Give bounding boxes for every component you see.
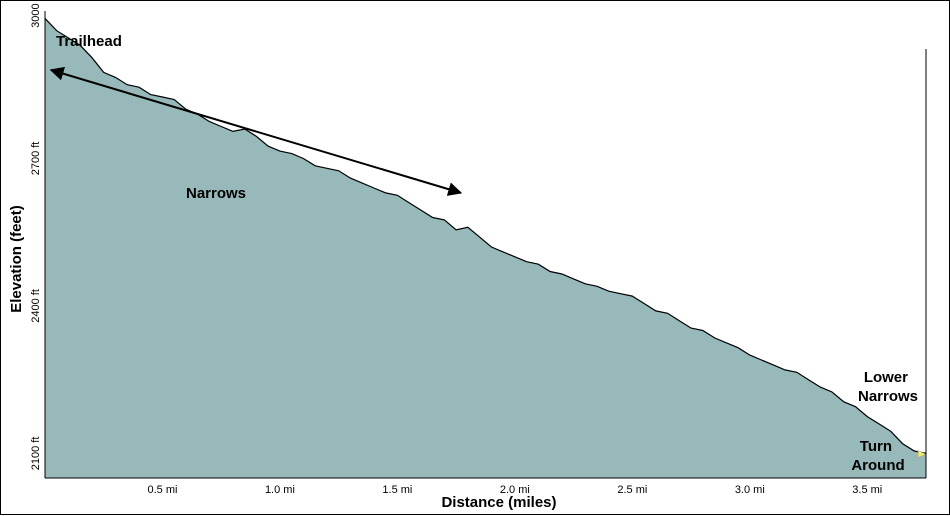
x-tick-label: 1.5 mi xyxy=(382,484,412,496)
x-tick-label: 1.0 mi xyxy=(265,484,295,496)
y-tick-label: 2400 ft xyxy=(30,289,42,323)
x-axis-title: Distance (miles) xyxy=(441,494,556,511)
y-axis-title: Elevation (feet) xyxy=(8,205,25,313)
axes: 0.5 mi 1.0 mi 1.5 mi 2.0 mi 2.5 mi 3.0 mi 3.5 … xyxy=(30,1,927,496)
turn-around-label: Turn Around xyxy=(851,438,904,474)
plot-area xyxy=(44,17,927,479)
narrows-arrow xyxy=(49,66,463,196)
narrows-label: Narrows xyxy=(186,185,246,202)
elevation-area xyxy=(45,18,926,479)
turn-around-line-1: Turn xyxy=(860,438,892,455)
turn-around-line-2: Around xyxy=(851,457,904,474)
y-tick-label: 2100 ft xyxy=(30,437,42,471)
x-tick-label: 0.5 mi xyxy=(147,484,177,496)
y-tick-label: 3000 ft xyxy=(30,1,42,28)
x-tick-label: 2.0 mi xyxy=(500,484,530,496)
lower-narrows-label: Lower Narrows xyxy=(858,369,918,405)
x-tick-label: 2.5 mi xyxy=(617,484,647,496)
x-tick-label: 3.0 mi xyxy=(735,484,765,496)
turn-around-marker xyxy=(917,450,927,458)
x-tick-label: 3.5 mi xyxy=(852,484,882,496)
lower-narrows-line-2: Narrows xyxy=(858,388,918,405)
lower-narrows-line-1: Lower xyxy=(864,369,908,386)
trailhead-label: Trailhead xyxy=(56,33,122,50)
y-tick-label: 2700 ft xyxy=(30,142,42,176)
